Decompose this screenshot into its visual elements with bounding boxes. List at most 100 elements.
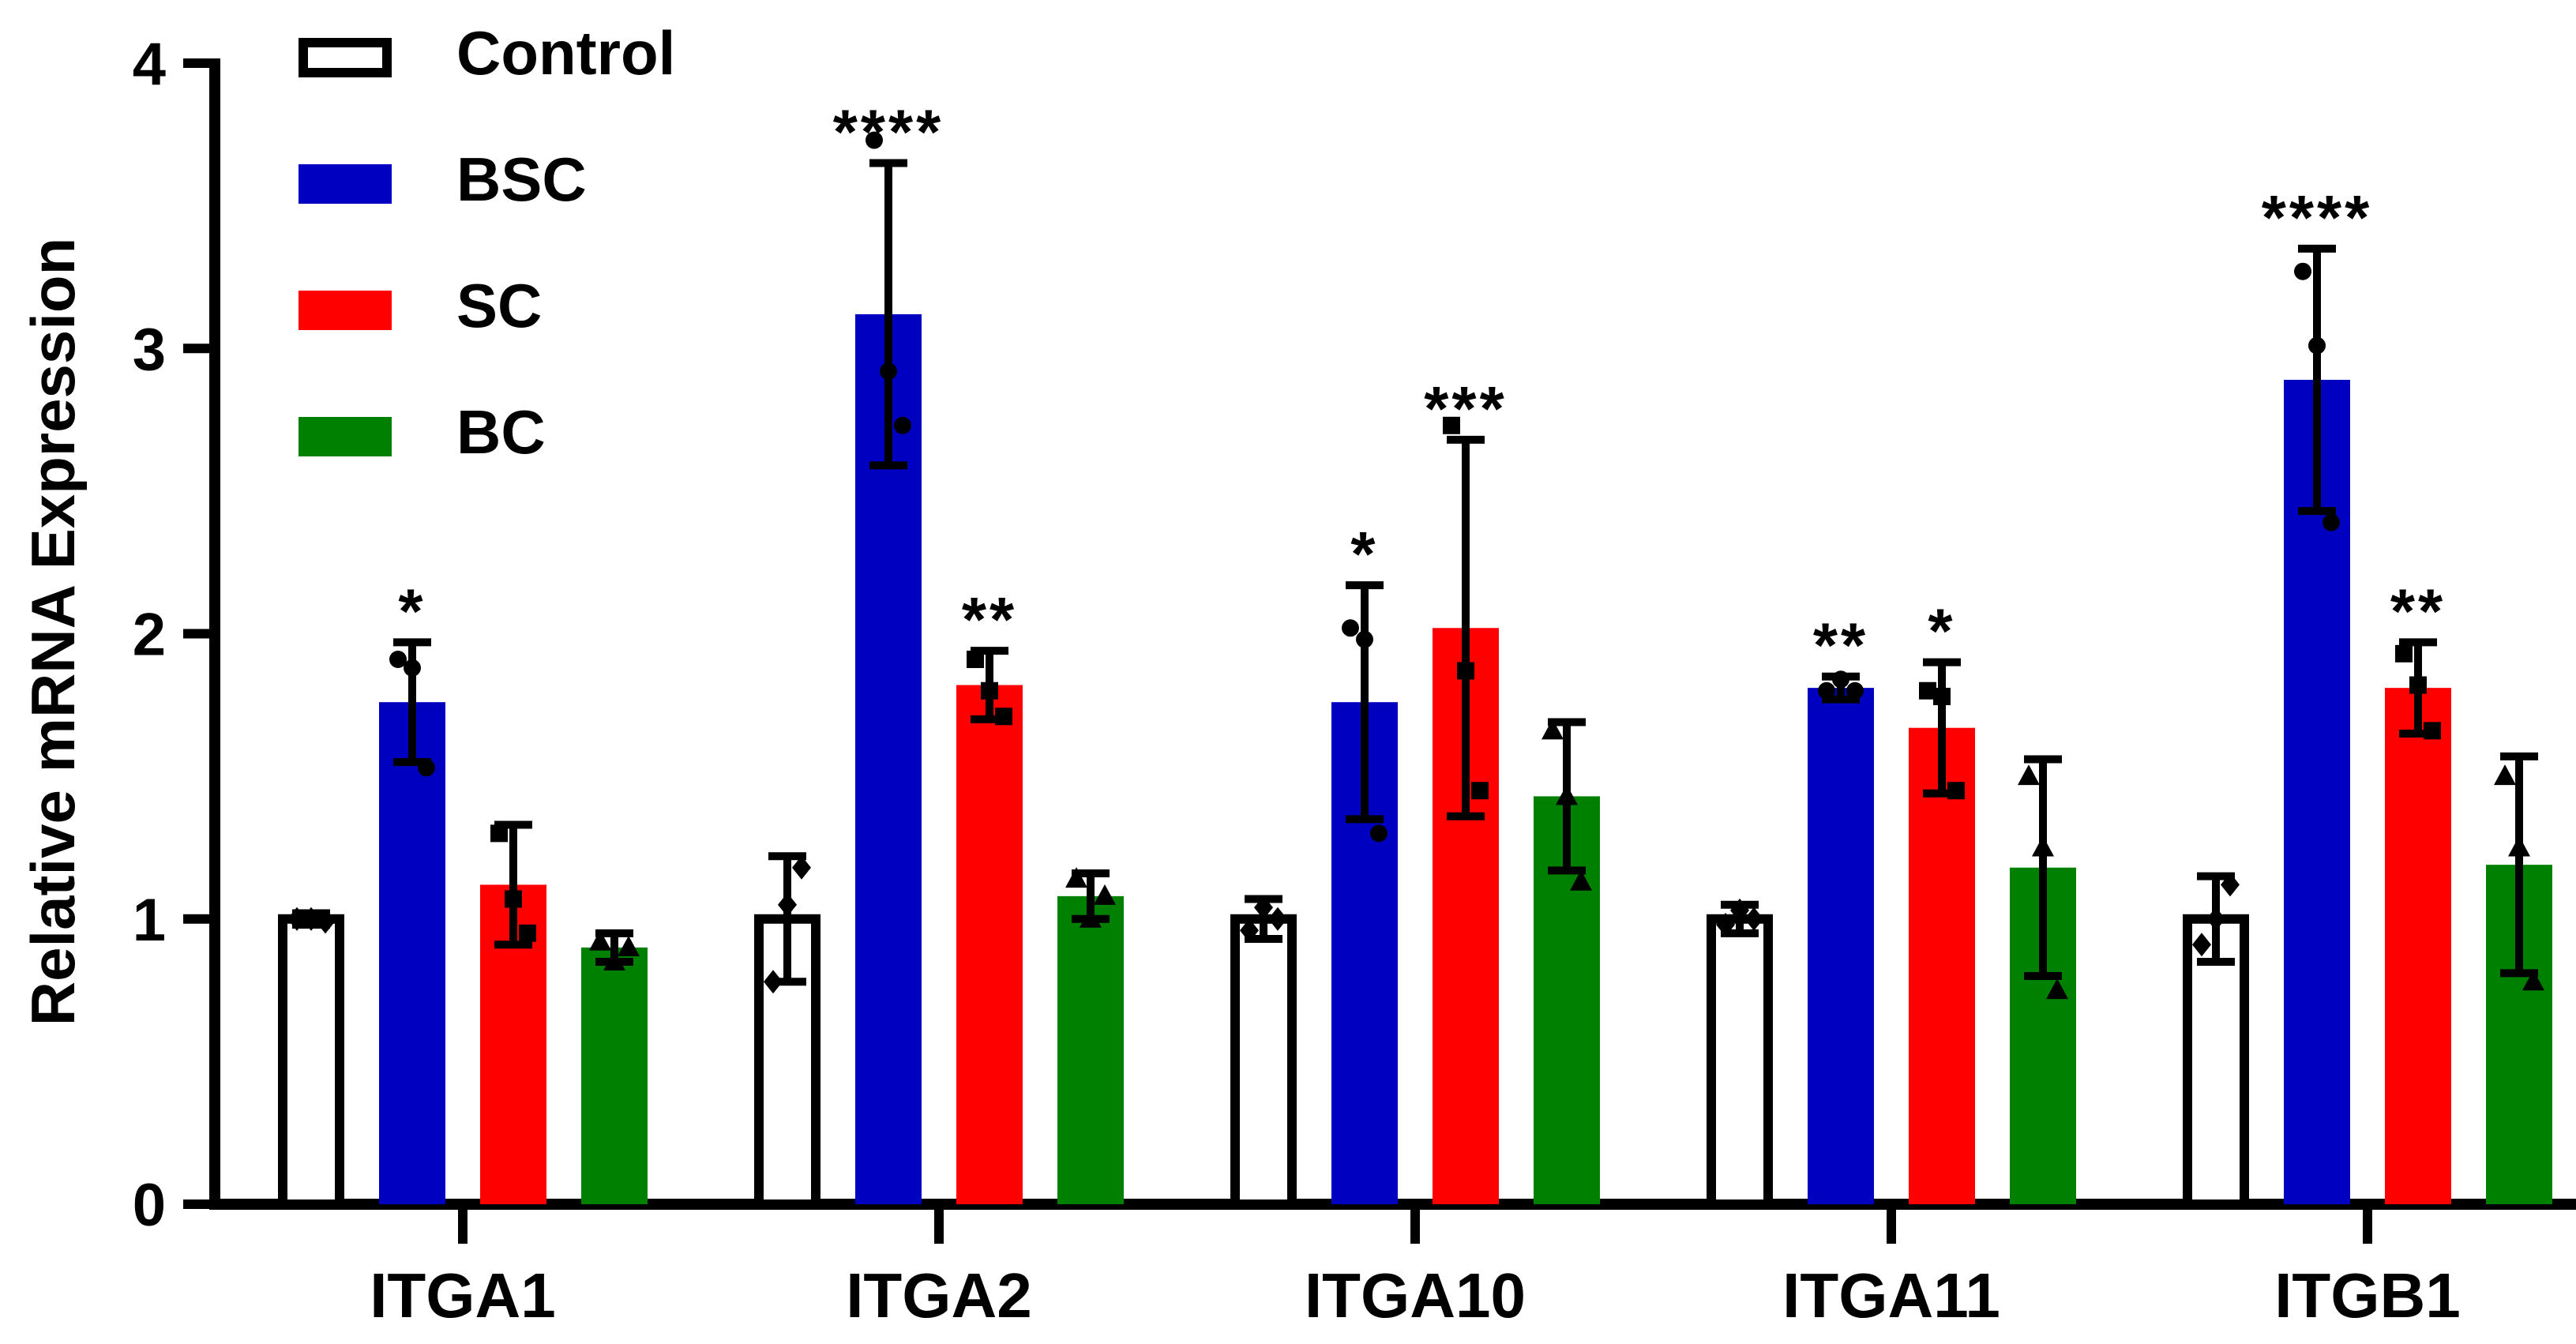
data-point xyxy=(2522,970,2544,991)
bar-bc xyxy=(581,947,648,1204)
bar-bsc xyxy=(379,702,445,1204)
significance-label: * xyxy=(1928,596,1955,666)
significance-label: * xyxy=(1350,519,1378,589)
x-tick-label: ITGB1 xyxy=(2274,1260,2461,1331)
data-point xyxy=(880,362,897,381)
data-point xyxy=(1065,867,1087,888)
bar-control xyxy=(1707,914,1773,1209)
significance-label: *** xyxy=(1424,374,1507,444)
data-point xyxy=(2308,336,2326,355)
bar-sc xyxy=(2385,688,2451,1204)
data-point xyxy=(1947,782,1965,800)
data-point xyxy=(287,907,306,931)
data-point xyxy=(1730,898,1749,922)
data-point xyxy=(995,708,1012,726)
data-point xyxy=(519,924,536,942)
data-point xyxy=(1471,782,1489,800)
data-point xyxy=(2046,978,2068,1000)
data-point xyxy=(2221,873,2240,897)
significance-label: ** xyxy=(1813,610,1868,681)
legend-swatch xyxy=(299,291,392,330)
legend-swatch xyxy=(299,164,392,204)
data-point xyxy=(1370,824,1388,843)
legend-swatch xyxy=(299,417,392,456)
significance-label: ** xyxy=(2390,576,2446,646)
bar-bsc xyxy=(1808,688,1874,1204)
x-tick-label: ITGA10 xyxy=(1305,1260,1526,1331)
data-point xyxy=(589,929,611,951)
data-point xyxy=(2192,933,2211,957)
data-point xyxy=(1254,895,1273,920)
data-point xyxy=(1268,907,1287,931)
y-tick-label: 4 xyxy=(133,31,166,98)
data-point xyxy=(1356,630,1373,648)
data-point xyxy=(1846,681,1864,700)
bar-control xyxy=(2183,914,2249,1209)
x-tick-label: ITGA1 xyxy=(370,1260,556,1331)
data-point xyxy=(1443,416,1460,434)
x-tick-label: ITGA2 xyxy=(846,1260,1032,1331)
data-point xyxy=(618,935,640,956)
data-point xyxy=(1818,681,1835,700)
data-point xyxy=(316,910,335,934)
legend-swatch xyxy=(299,38,392,77)
y-axis-label: Relative mRNA Expression xyxy=(18,238,88,1026)
significance-label: **** xyxy=(833,96,944,167)
x-tick-label: ITGA11 xyxy=(1782,1260,2000,1331)
data-point xyxy=(1556,784,1578,805)
data-point xyxy=(1541,719,1564,740)
significance-label: ** xyxy=(962,584,1017,655)
y-tick-label: 0 xyxy=(133,1172,166,1239)
data-point xyxy=(2424,722,2441,740)
data-point xyxy=(764,970,783,994)
data-point xyxy=(1457,662,1474,680)
data-point xyxy=(1832,670,1849,689)
data-point xyxy=(2294,262,2311,280)
data-point xyxy=(1342,619,1359,637)
data-point xyxy=(404,659,421,677)
significance-label: **** xyxy=(2262,182,2373,253)
data-point xyxy=(2018,764,2040,786)
bar-sc xyxy=(956,685,1023,1204)
data-point xyxy=(778,892,797,917)
data-point xyxy=(866,131,883,149)
data-point xyxy=(418,759,435,777)
bar-control xyxy=(1230,914,1297,1209)
bar-bsc xyxy=(2284,379,2350,1204)
data-point xyxy=(2409,676,2427,694)
data-point xyxy=(792,855,811,880)
data-point xyxy=(1080,907,1102,928)
data-point xyxy=(967,651,984,669)
legend-label: SC xyxy=(456,271,542,340)
legend-label: Control xyxy=(456,18,675,88)
y-tick-label: 3 xyxy=(133,316,166,383)
data-point xyxy=(2508,835,2530,857)
data-point xyxy=(1919,681,1936,700)
data-point xyxy=(2494,764,2516,786)
data-point xyxy=(505,890,522,908)
data-point xyxy=(894,416,911,434)
data-point xyxy=(1933,687,1951,705)
data-point xyxy=(302,907,321,931)
y-tick-label: 2 xyxy=(133,602,166,669)
bar-bc xyxy=(1057,895,1124,1204)
data-point xyxy=(2395,644,2413,663)
legend-label: BC xyxy=(456,397,546,467)
data-point xyxy=(1094,884,1116,905)
y-tick-label: 1 xyxy=(133,887,166,954)
data-point xyxy=(1744,907,1763,931)
legend-label: BSC xyxy=(456,145,587,214)
bar-sc xyxy=(1909,727,1975,1204)
significance-label: * xyxy=(398,576,426,646)
data-point xyxy=(981,681,998,700)
data-point xyxy=(490,824,508,843)
data-point xyxy=(2323,513,2340,531)
data-point xyxy=(2032,835,2054,857)
data-point xyxy=(1240,918,1259,943)
data-point xyxy=(1570,869,1592,891)
data-point xyxy=(2206,907,2225,931)
data-point xyxy=(1716,912,1735,937)
data-point xyxy=(603,949,625,970)
